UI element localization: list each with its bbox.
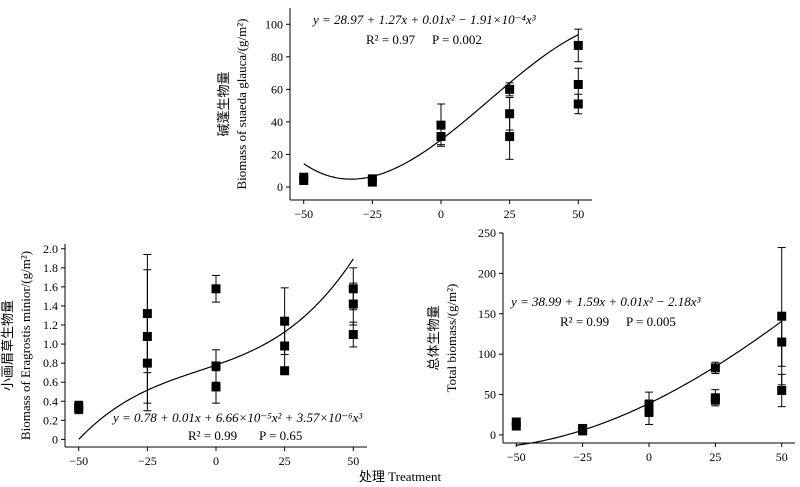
data-point xyxy=(777,311,787,321)
y-tick-label: 0 xyxy=(52,432,58,446)
y-tick-label: 1.6 xyxy=(43,280,58,294)
y-tick-label: 80 xyxy=(271,50,283,64)
y-axis-label-en: Total biomass/(g/m²) xyxy=(444,284,459,393)
y-tick-label: 150 xyxy=(478,307,496,321)
x-tick-label: 25 xyxy=(504,207,516,221)
data-point xyxy=(505,132,515,142)
data-point xyxy=(280,366,290,376)
data-point xyxy=(710,363,720,373)
data-point xyxy=(367,177,377,187)
y-tick-label: 0 xyxy=(277,180,283,194)
x-tick-label: 0 xyxy=(213,454,219,468)
y-tick-label: 200 xyxy=(478,266,496,280)
r-squared-label: R² = 0.97 xyxy=(366,32,416,47)
data-point xyxy=(74,404,84,414)
chart-panel-1: −50 −25 0 25 50 0 20 40 60 80 100 碱蓬生物量 Biomass of s… xyxy=(216,8,592,221)
y-tick-label: 1.2 xyxy=(43,318,58,332)
x-tick-label: −50 xyxy=(69,454,88,468)
y-tick-label: 0.8 xyxy=(43,356,58,370)
y-tick-label: 0.6 xyxy=(43,375,58,389)
y-axis-label-cn: 小画眉草生物量 xyxy=(0,300,15,391)
y-axis-label-en: Biomass of Eragrostis minior/(g/m²) xyxy=(18,251,33,440)
x-tick-label: −25 xyxy=(363,207,382,221)
y-axis-label-cn: 总体生物量 xyxy=(426,305,441,370)
y-tick-label: 0 xyxy=(490,428,496,442)
y-tick-label: 60 xyxy=(271,82,283,96)
data-point xyxy=(578,426,588,436)
data-point xyxy=(777,337,787,347)
r-squared-label: R² = 0.99 xyxy=(188,428,237,443)
p-value-label: P = 0.002 xyxy=(432,32,482,47)
data-point xyxy=(573,40,583,50)
x-tick-label: −25 xyxy=(573,450,592,464)
y-tick-label: 1.0 xyxy=(43,337,58,351)
data-point xyxy=(142,358,152,368)
data-point xyxy=(211,382,221,392)
data-point xyxy=(511,421,521,431)
data-point xyxy=(280,341,290,351)
regression-equation: y = 38.99 + 1.59x + 0.01x² − 2.18x³ xyxy=(509,294,702,309)
x-tick-label: −25 xyxy=(138,454,157,468)
data-point xyxy=(573,79,583,89)
data-point xyxy=(280,316,290,326)
data-point xyxy=(573,99,583,109)
data-point xyxy=(644,407,654,417)
y-tick-label: 1.8 xyxy=(43,261,58,275)
y-tick-label: 40 xyxy=(271,115,283,129)
fit-curve xyxy=(516,320,783,446)
data-point xyxy=(777,386,787,395)
data-point xyxy=(710,395,720,405)
regression-equation: y = 28.97 + 1.27x + 0.01x² − 1.91×10⁻⁴x³ xyxy=(311,12,537,27)
data-point xyxy=(211,361,221,371)
y-axis-label-cn: 碱蓬生物量 xyxy=(216,71,231,136)
x-tick-label: −50 xyxy=(294,207,313,221)
p-value-label: P = 0.005 xyxy=(626,314,676,329)
y-tick-label: 50 xyxy=(484,388,496,402)
x-tick-label: 50 xyxy=(347,454,359,468)
y-tick-label: 0.2 xyxy=(43,413,58,427)
y-tick-label: 20 xyxy=(271,147,283,161)
y-tick-label: 100 xyxy=(265,17,283,31)
data-point xyxy=(211,284,221,294)
chart-panel-3: −50 −25 0 25 50 0 50 100 150 200 250 总体生物量 Total bio… xyxy=(426,226,795,464)
x-tick-label: 0 xyxy=(438,207,444,221)
data-point xyxy=(299,175,309,185)
p-value-label: P = 0.65 xyxy=(259,428,302,443)
y-tick-label: 100 xyxy=(478,347,496,361)
regression-equation: y = 0.78 + 0.01x + 6.66×10⁻⁵x² + 3.57×10… xyxy=(111,410,363,425)
data-point xyxy=(436,120,446,130)
x-tick-label: 0 xyxy=(646,450,652,464)
r-squared-label: R² = 0.99 xyxy=(560,314,609,329)
data-point xyxy=(505,84,515,94)
y-tick-label: 1.4 xyxy=(43,299,58,313)
data-point xyxy=(348,330,358,340)
y-tick-label: 2.0 xyxy=(43,242,58,256)
y-tick-label: 250 xyxy=(478,226,496,240)
x-tick-label: 25 xyxy=(279,454,291,468)
y-axis-label-en: Biomass of suaeda glauca/(g/m²) xyxy=(234,18,249,189)
x-tick-label: 50 xyxy=(572,207,584,221)
data-point xyxy=(436,132,446,142)
figure-x-axis-label: 处理 Treatment xyxy=(359,469,442,484)
data-point xyxy=(348,299,358,309)
x-tick-label: −50 xyxy=(507,450,526,464)
y-tick-label: 0.4 xyxy=(43,394,58,408)
chart-panel-2: −50 −25 0 25 50 0 0.2 0.4 0.6 0.8 1.0 1.2 1.4 1.6 1.8 2… xyxy=(0,242,367,468)
x-tick-label: 50 xyxy=(776,450,788,464)
x-tick-label: 25 xyxy=(709,450,721,464)
